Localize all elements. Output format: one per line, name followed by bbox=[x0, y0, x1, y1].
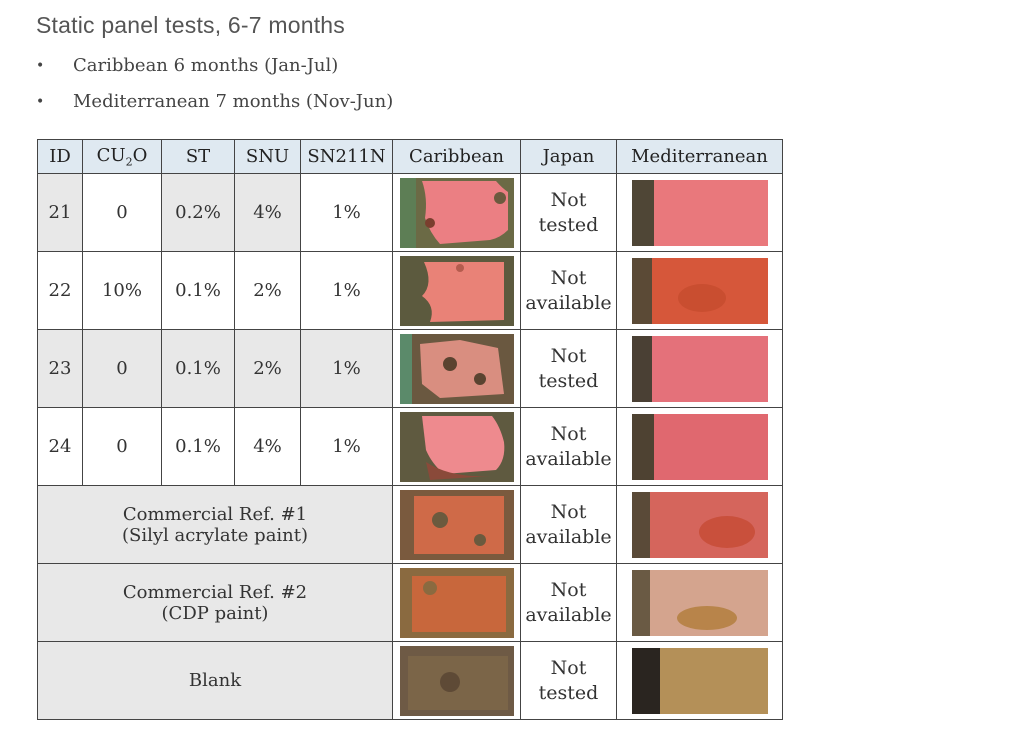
header-st: ST bbox=[161, 139, 235, 174]
cell-id: 22 bbox=[37, 251, 83, 330]
cell-id: 24 bbox=[37, 407, 83, 486]
header-japan: Japan bbox=[520, 139, 617, 174]
header-snu: SNU bbox=[234, 139, 301, 174]
cell-mediterranean-photo bbox=[616, 485, 783, 564]
table-header-row: ID CU2O ST SNU SN211N Caribbean Japan Me… bbox=[37, 139, 783, 174]
caribbean-panel-image bbox=[399, 333, 514, 404]
caribbean-panel-image bbox=[399, 645, 514, 716]
bullet-item-mediterranean: • Mediterranean 7 months (Nov-Jun) bbox=[36, 88, 393, 124]
cell-caribbean-photo bbox=[392, 329, 521, 408]
table-row: 21 0 0.2% 4% 1% Not tested bbox=[37, 173, 783, 252]
cell-cu2o: 0 bbox=[82, 329, 162, 408]
table-row: 22 10% 0.1% 2% 1% Not available bbox=[37, 251, 783, 330]
cell-st: 0.1% bbox=[161, 251, 235, 330]
cell-mediterranean-photo bbox=[616, 173, 783, 252]
mediterranean-panel-image bbox=[631, 569, 768, 636]
header-cu2o: CU2O bbox=[82, 139, 162, 174]
cell-cu2o: 0 bbox=[82, 407, 162, 486]
cell-japan: Not available bbox=[520, 485, 617, 564]
cell-snu: 2% bbox=[234, 329, 301, 408]
cell-snu: 4% bbox=[234, 173, 301, 252]
caribbean-panel-image bbox=[399, 177, 514, 248]
cell-st: 0.2% bbox=[161, 173, 235, 252]
header-mediterranean: Mediterranean bbox=[616, 139, 783, 174]
cell-caribbean-photo bbox=[392, 641, 521, 720]
cell-mediterranean-photo bbox=[616, 563, 783, 642]
header-id: ID bbox=[37, 139, 83, 174]
cell-snu: 4% bbox=[234, 407, 301, 486]
table-row: 24 0 0.1% 4% 1% Not available bbox=[37, 407, 783, 486]
cell-caribbean-photo bbox=[392, 173, 521, 252]
cell-japan: Not available bbox=[520, 407, 617, 486]
cell-id: 21 bbox=[37, 173, 83, 252]
bullet-item-caribbean: • Caribbean 6 months (Jan-Jul) bbox=[36, 52, 393, 88]
cell-reference-label: Commercial Ref. #1 (Silyl acrylate paint… bbox=[37, 485, 393, 564]
cell-reference-label: Commercial Ref. #2 (CDP paint) bbox=[37, 563, 393, 642]
cell-snu: 2% bbox=[234, 251, 301, 330]
cell-mediterranean-photo bbox=[616, 251, 783, 330]
mediterranean-panel-image bbox=[631, 647, 768, 714]
cell-cu2o: 0 bbox=[82, 173, 162, 252]
caribbean-panel-image bbox=[399, 489, 514, 560]
cell-sn211n: 1% bbox=[300, 407, 393, 486]
cell-st: 0.1% bbox=[161, 407, 235, 486]
mediterranean-panel-image bbox=[631, 413, 768, 480]
bullet-list: • Caribbean 6 months (Jan-Jul) • Mediterra… bbox=[36, 52, 393, 124]
table-row: Blank Not tested bbox=[37, 641, 783, 720]
cell-mediterranean-photo bbox=[616, 407, 783, 486]
caribbean-panel-image bbox=[399, 567, 514, 638]
bullet-dot: • bbox=[36, 58, 45, 74]
cell-sn211n: 1% bbox=[300, 329, 393, 408]
header-sn211n: SN211N bbox=[300, 139, 393, 174]
cell-japan: Not tested bbox=[520, 641, 617, 720]
cell-mediterranean-photo bbox=[616, 329, 783, 408]
cell-caribbean-photo bbox=[392, 485, 521, 564]
header-caribbean: Caribbean bbox=[392, 139, 521, 174]
mediterranean-panel-image bbox=[631, 491, 768, 558]
cell-caribbean-photo bbox=[392, 251, 521, 330]
panel-test-table: ID CU2O ST SNU SN211N Caribbean Japan Me… bbox=[37, 139, 783, 720]
table-row: 23 0 0.1% 2% 1% Not tested bbox=[37, 329, 783, 408]
bullet-dot: • bbox=[36, 94, 45, 110]
cell-cu2o: 10% bbox=[82, 251, 162, 330]
mediterranean-panel-image bbox=[631, 335, 768, 402]
cell-japan: Not tested bbox=[520, 329, 617, 408]
cell-sn211n: 1% bbox=[300, 251, 393, 330]
table-row: Commercial Ref. #1 (Silyl acrylate paint… bbox=[37, 485, 783, 564]
table-row: Commercial Ref. #2 (CDP paint) Not availa… bbox=[37, 563, 783, 642]
page-title: Static panel tests, 6-7 months bbox=[36, 12, 345, 38]
caribbean-panel-image bbox=[399, 255, 514, 326]
cell-japan: Not tested bbox=[520, 173, 617, 252]
mediterranean-panel-image bbox=[631, 179, 768, 246]
mediterranean-panel-image bbox=[631, 257, 768, 324]
cell-caribbean-photo bbox=[392, 563, 521, 642]
cell-mediterranean-photo bbox=[616, 641, 783, 720]
cell-caribbean-photo bbox=[392, 407, 521, 486]
cell-reference-label: Blank bbox=[37, 641, 393, 720]
cell-id: 23 bbox=[37, 329, 83, 408]
cell-sn211n: 1% bbox=[300, 173, 393, 252]
cell-japan: Not available bbox=[520, 251, 617, 330]
caribbean-panel-image bbox=[399, 411, 514, 482]
cell-japan: Not available bbox=[520, 563, 617, 642]
cell-st: 0.1% bbox=[161, 329, 235, 408]
